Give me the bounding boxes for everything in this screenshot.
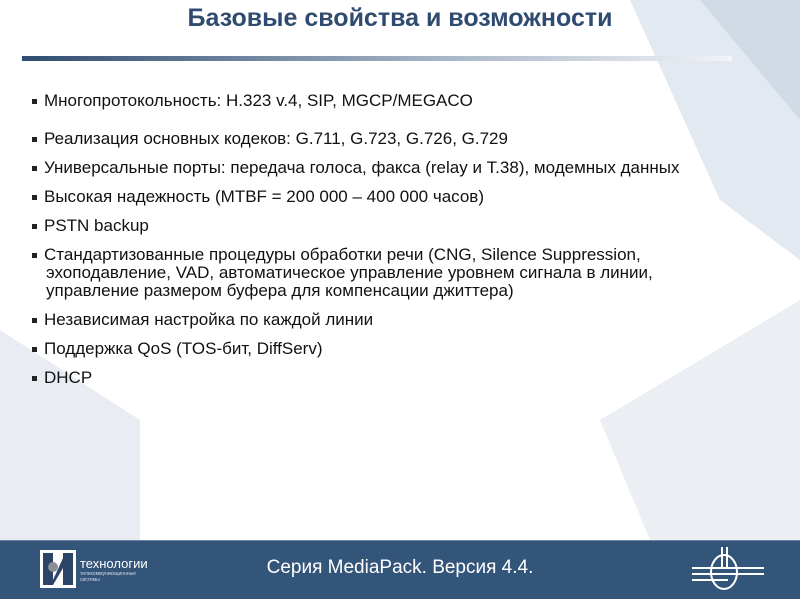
bullet-icon	[32, 376, 37, 382]
title-divider	[22, 56, 732, 61]
bullet-icon	[32, 99, 37, 105]
bullet-text: DHCP	[44, 368, 93, 387]
bullet-text: Реализация основных кодеков: G.711, G.72…	[44, 129, 508, 148]
bullet-icon	[32, 166, 37, 172]
bullet-icon	[32, 347, 37, 353]
bullet-item: Универсальные порты: передача голоса, фа…	[32, 159, 706, 177]
bullet-icon	[32, 195, 37, 201]
slide-title: Базовые свойства и возможности	[187, 4, 613, 32]
bullet-item: Стандартизованные процедуры обработки ре…	[32, 246, 726, 300]
bullet-icon	[32, 137, 37, 143]
bullet-item: Высокая надежность (MTBF = 200 000 – 400…	[32, 188, 722, 206]
bullet-icon	[32, 253, 37, 259]
bullet-icon	[32, 224, 37, 230]
bullet-text: Высокая надежность (MTBF = 200 000 – 400…	[44, 187, 484, 206]
bullet-text: Поддержка QoS (TOS-бит, DiffServ)	[44, 339, 323, 358]
bullet-item: Независимая настройка по каждой линии	[32, 311, 722, 329]
bullet-text: PSTN backup	[44, 216, 149, 235]
bullet-icon	[32, 318, 37, 324]
bullet-item: Многопротокольность: H.323 v.4, SIP, MGC…	[32, 92, 722, 110]
bullet-list: Многопротокольность: H.323 v.4, SIP, MGC…	[32, 92, 722, 398]
logo-subtext: телекоммуникационные системы	[80, 570, 136, 583]
logo-text: технологии	[80, 555, 148, 571]
bullet-text: Стандартизованные процедуры обработки ре…	[44, 245, 653, 300]
bullet-text: Независимая настройка по каждой линии	[44, 310, 374, 329]
emblem-icon	[692, 547, 764, 590]
logo-mark-icon	[40, 550, 76, 588]
bullet-text: Универсальные порты: передача голоса, фа…	[44, 158, 680, 177]
footer-text: Серия MediaPack. Версия 4.4.	[266, 557, 534, 578]
bullet-item: Реализация основных кодеков: G.711, G.72…	[32, 130, 722, 148]
bullet-item: PSTN backup	[32, 217, 722, 235]
bullet-item: Поддержка QoS (TOS-бит, DiffServ)	[32, 340, 722, 358]
bullet-text: Многопротокольность: H.323 v.4, SIP, MGC…	[44, 91, 473, 110]
bullet-item: DHCP	[32, 369, 722, 387]
company-logo: технологии телекоммуникационные системы	[40, 550, 148, 588]
footer-bar: технологии телекоммуникационные системы …	[0, 540, 800, 599]
